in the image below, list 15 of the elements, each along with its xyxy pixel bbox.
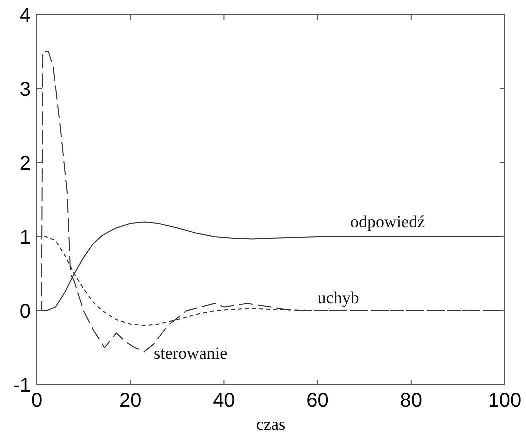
y-tick-label: 1 — [20, 227, 31, 249]
x-tick-label: 20 — [119, 390, 142, 412]
x-tick-label: 60 — [306, 390, 329, 412]
y-tick-label: 2 — [20, 153, 31, 175]
y-tick-label: 0 — [20, 301, 31, 323]
x-tick-label: 80 — [400, 390, 423, 412]
y-tick-label: -1 — [13, 375, 31, 397]
x-axis-title: czas — [256, 415, 286, 434]
y-tick-label: 3 — [20, 79, 31, 101]
x-tick-label: 100 — [488, 390, 522, 412]
series-label: sterowanie — [154, 344, 228, 364]
x-tick-label: 40 — [213, 390, 236, 412]
series-label: odpowiedź — [350, 212, 426, 232]
y-tick-label: 4 — [20, 5, 31, 27]
series-label: uchyb — [318, 288, 360, 308]
